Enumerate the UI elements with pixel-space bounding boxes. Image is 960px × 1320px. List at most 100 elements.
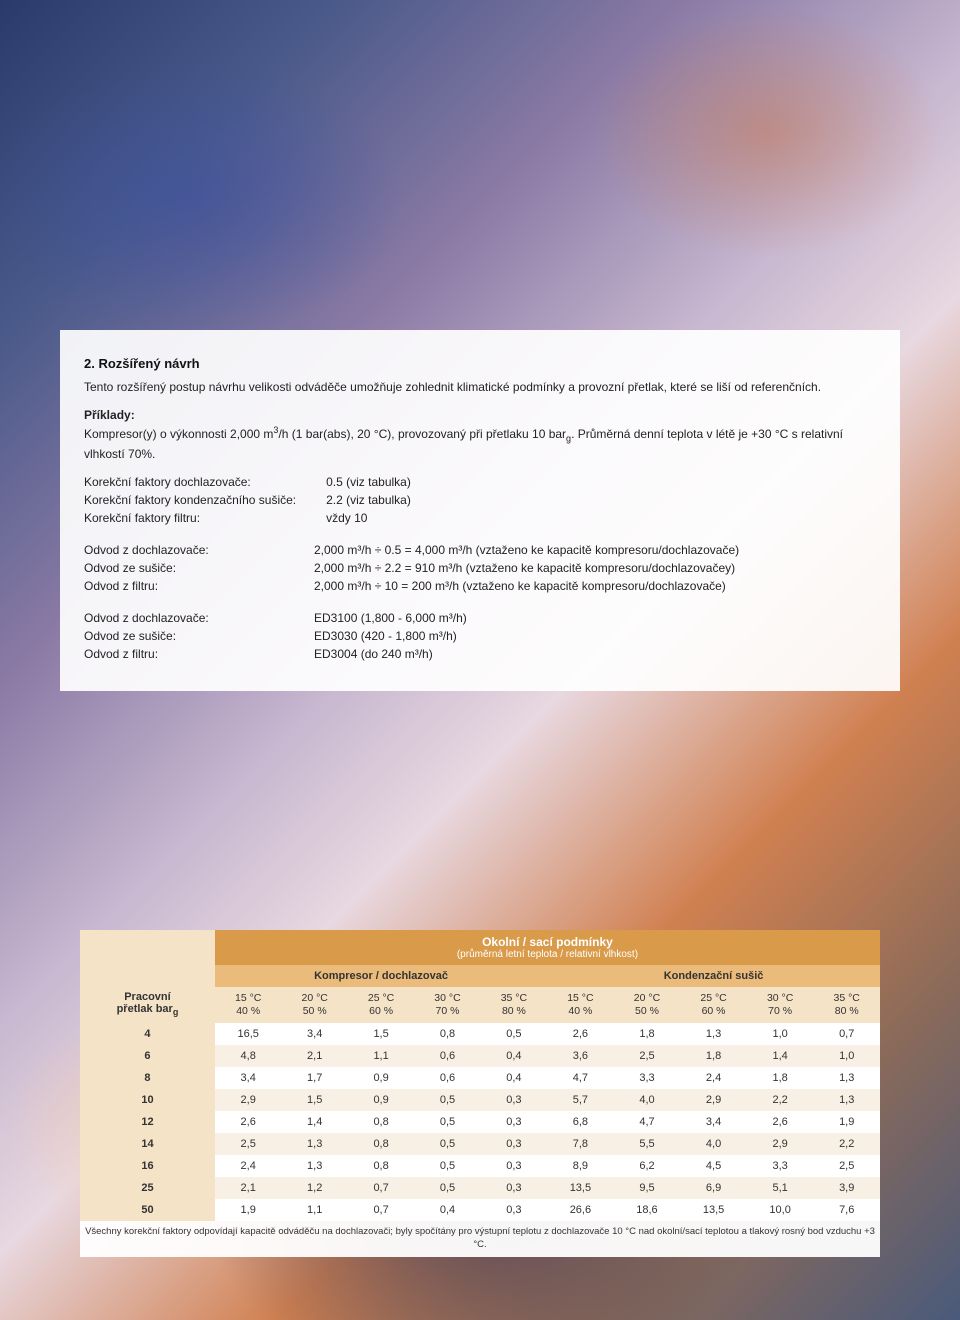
factor-cell: 3,9 — [813, 1177, 880, 1199]
table-footnote-row: Všechny korekční faktory odpovídají kapa… — [80, 1221, 880, 1257]
factor-cell: 0,5 — [414, 1155, 480, 1177]
factor-cell: 2,4 — [215, 1155, 282, 1177]
factor-key: Korekční faktory filtru: — [84, 509, 326, 527]
examples-text-a: Kompresor(y) o výkonnosti 2,000 m — [84, 427, 273, 441]
factor-cell: 1,4 — [747, 1045, 814, 1067]
group-b-header: Kondenzační sušič — [547, 965, 880, 987]
column-header: 15 °C40 % — [547, 987, 614, 1023]
factor-cell: 2,9 — [747, 1133, 814, 1155]
factor-cell: 2,9 — [680, 1089, 747, 1111]
factor-cell: 0,7 — [348, 1199, 414, 1221]
pressure-value: 10 — [80, 1089, 215, 1111]
factor-cell: 1,9 — [215, 1199, 282, 1221]
table-row: 142,51,30,80,50,37,85,54,02,92,2 — [80, 1133, 880, 1155]
factor-cell: 1,3 — [281, 1155, 347, 1177]
factor-val: vždy 10 — [326, 509, 411, 527]
factor-cell: 13,5 — [547, 1177, 614, 1199]
factor-cell: 1,5 — [348, 1023, 414, 1045]
row-header-cell: Pracovní přetlak barg — [80, 930, 215, 1023]
column-header: 35 °C80 % — [481, 987, 547, 1023]
factor-cell: 5,1 — [747, 1177, 814, 1199]
factor-cell: 4,7 — [614, 1111, 681, 1133]
factor-cell: 2,1 — [215, 1177, 282, 1199]
pressure-value: 6 — [80, 1045, 215, 1067]
factor-cell: 1,3 — [813, 1089, 880, 1111]
factor-cell: 6,2 — [614, 1155, 681, 1177]
table-subtitle: (průměrná letní teplota / relativní vlhk… — [219, 949, 876, 960]
factor-cell: 1,8 — [614, 1023, 681, 1045]
pressure-value: 12 — [80, 1111, 215, 1133]
factor-cell: 2,6 — [747, 1111, 814, 1133]
factor-cell: 1,5 — [281, 1089, 347, 1111]
column-header: 30 °C70 % — [747, 987, 814, 1023]
factor-cell: 1,3 — [680, 1023, 747, 1045]
factor-cell: 1,4 — [281, 1111, 347, 1133]
pressure-value: 16 — [80, 1155, 215, 1177]
factor-cell: 0,5 — [414, 1089, 480, 1111]
correction-factors-list: Korekční faktory dochlazovače:0.5 (viz t… — [84, 473, 411, 527]
column-header: 30 °C70 % — [414, 987, 480, 1023]
column-header: 25 °C60 % — [680, 987, 747, 1023]
column-header: 25 °C60 % — [348, 987, 414, 1023]
factor-cell: 13,5 — [680, 1199, 747, 1221]
calc-key: Odvod z dochlazovače: — [84, 541, 314, 559]
calc-key: Odvod z filtru: — [84, 577, 314, 595]
factor-cell: 0,4 — [481, 1045, 547, 1067]
table-row: 162,41,30,80,50,38,96,24,53,32,5 — [80, 1155, 880, 1177]
factor-cell: 3,6 — [547, 1045, 614, 1067]
factor-cell: 5,7 — [547, 1089, 614, 1111]
factor-cell: 7,8 — [547, 1133, 614, 1155]
factor-cell: 1,1 — [281, 1199, 347, 1221]
pressure-value: 8 — [80, 1067, 215, 1089]
factor-cell: 0,3 — [481, 1177, 547, 1199]
factor-cell: 0,5 — [414, 1133, 480, 1155]
factor-cell: 5,5 — [614, 1133, 681, 1155]
factor-cell: 2,9 — [215, 1089, 282, 1111]
column-header: 35 °C80 % — [813, 987, 880, 1023]
pressure-value: 50 — [80, 1199, 215, 1221]
table-row: 64,82,11,10,60,43,62,51,81,41,0 — [80, 1045, 880, 1067]
table-row: 416,53,41,50,80,52,61,81,31,00,7 — [80, 1023, 880, 1045]
factor-cell: 0,4 — [414, 1199, 480, 1221]
factor-cell: 7,6 — [813, 1199, 880, 1221]
model-key: Odvod ze sušiče: — [84, 627, 314, 645]
row-header-sub: g — [173, 1007, 179, 1017]
factor-cell: 0,3 — [481, 1111, 547, 1133]
examples-paragraph: Příklady: Kompresor(y) o výkonnosti 2,00… — [84, 406, 876, 464]
column-header: 20 °C50 % — [614, 987, 681, 1023]
factor-cell: 3,3 — [614, 1067, 681, 1089]
factor-cell: 0,4 — [481, 1067, 547, 1089]
factor-cell: 1,7 — [281, 1067, 347, 1089]
table-row: 83,41,70,90,60,44,73,32,41,81,3 — [80, 1067, 880, 1089]
factor-cell: 1,9 — [813, 1111, 880, 1133]
calculation-list: Odvod z dochlazovače:2,000 m³/h ÷ 0.5 = … — [84, 541, 739, 595]
factor-cell: 3,4 — [215, 1067, 282, 1089]
factor-cell: 6,9 — [680, 1177, 747, 1199]
factor-cell: 9,5 — [614, 1177, 681, 1199]
factor-cell: 10,0 — [747, 1199, 814, 1221]
column-header: 15 °C40 % — [215, 987, 282, 1023]
table-body: 416,53,41,50,80,52,61,81,31,00,764,82,11… — [80, 1023, 880, 1221]
model-key: Odvod z dochlazovače: — [84, 609, 314, 627]
table-row: 252,11,20,70,50,313,59,56,95,13,9 — [80, 1177, 880, 1199]
factor-cell: 1,8 — [747, 1067, 814, 1089]
factor-key: Korekční faktory kondenzačního sušiče: — [84, 491, 326, 509]
factor-cell: 1,3 — [281, 1133, 347, 1155]
text-content-panel: 2. Rozšířený návrh Tento rozšířený postu… — [60, 330, 900, 691]
factor-cell: 1,0 — [747, 1023, 814, 1045]
table-row: 122,61,40,80,50,36,84,73,42,61,9 — [80, 1111, 880, 1133]
factor-cell: 0,8 — [348, 1133, 414, 1155]
factor-key: Korekční faktory dochlazovače: — [84, 473, 326, 491]
factor-cell: 0,6 — [414, 1067, 480, 1089]
factor-cell: 0,3 — [481, 1089, 547, 1111]
factor-cell: 0,7 — [813, 1023, 880, 1045]
table-title-row: Pracovní přetlak barg Okolní / sací podm… — [80, 930, 880, 965]
factor-cell: 2,5 — [614, 1045, 681, 1067]
factor-cell: 0,5 — [414, 1177, 480, 1199]
factor-val: 0.5 (viz tabulka) — [326, 473, 411, 491]
intro-paragraph: Tento rozšířený postup návrhu velikosti … — [84, 378, 876, 396]
model-list: Odvod z dochlazovače:ED3100 (1,800 - 6,0… — [84, 609, 467, 663]
factor-cell: 2,1 — [281, 1045, 347, 1067]
column-header: 20 °C50 % — [281, 987, 347, 1023]
factor-cell: 6,8 — [547, 1111, 614, 1133]
